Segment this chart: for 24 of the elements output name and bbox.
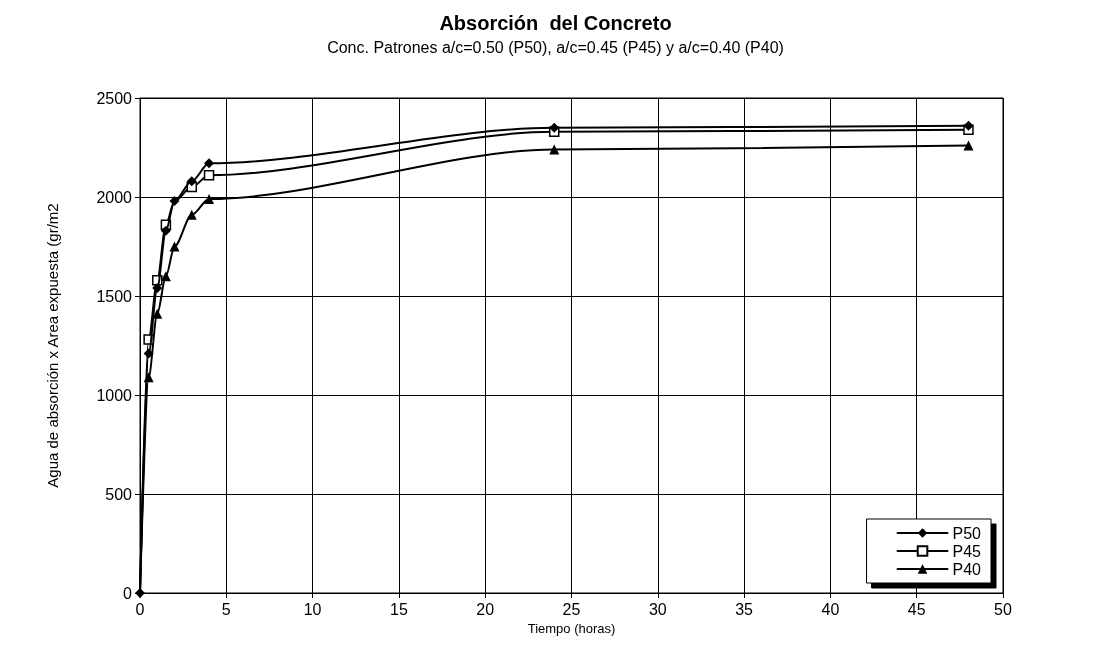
x-tick-label: 40 <box>821 600 840 618</box>
x-tick-label: 20 <box>476 600 495 618</box>
x-tick-label: 5 <box>221 600 231 618</box>
legend-label: P50 <box>952 524 982 542</box>
x-tick-label: 15 <box>390 600 408 618</box>
x-tick-label: 0 <box>135 600 145 618</box>
y-tick-label: 2500 <box>96 89 133 107</box>
x-tick-label: 35 <box>735 600 754 618</box>
y-tick-label: 2000 <box>96 188 133 206</box>
legend-label: P40 <box>952 560 982 578</box>
y-tick-label: 1000 <box>96 386 133 404</box>
x-tick-label: 50 <box>994 600 1012 618</box>
chart-subtitle: Conc. Patrones a/c=0.50 (P50), a/c=0.45 (P45) y a/c=0.40 (P40) <box>327 38 784 56</box>
x-tick-label: 25 <box>562 600 581 618</box>
x-tick-label: 30 <box>648 600 667 618</box>
y-tick-label: 500 <box>105 485 133 503</box>
y-axis-title: Agua de absorción x Area expuesta (gr/m2 <box>44 203 61 488</box>
y-tick-label: 1500 <box>96 287 133 305</box>
chart-title: Absorción del Concreto <box>439 12 672 34</box>
y-tick-label: 0 <box>123 584 133 602</box>
x-tick-label: 45 <box>907 600 926 618</box>
legend-label: P45 <box>952 542 982 560</box>
x-tick-label: 10 <box>303 600 322 618</box>
x-axis-title: Tiempo (horas) <box>527 620 616 636</box>
